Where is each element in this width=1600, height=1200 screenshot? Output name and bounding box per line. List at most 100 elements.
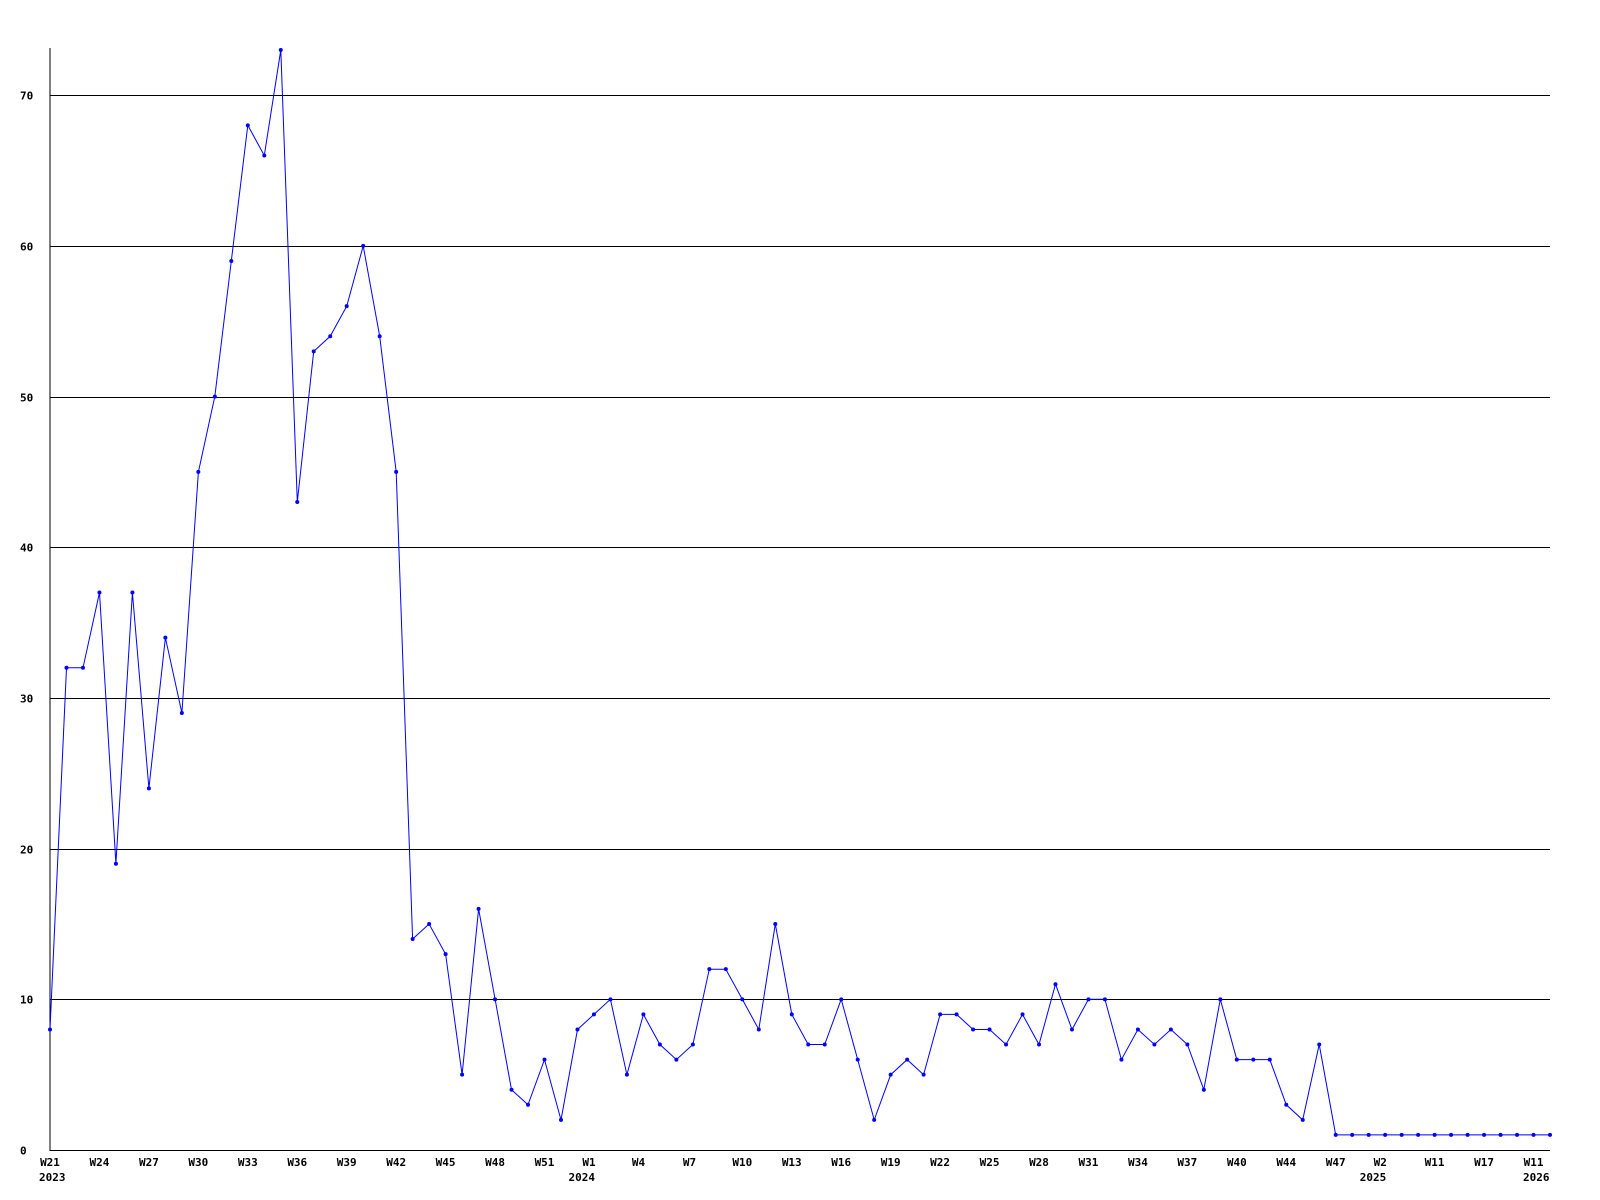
x-tick-label: W44 [1276,1156,1296,1169]
data-point [245,123,250,128]
x-tick-label: W11 [1524,1156,1544,1169]
data-point [575,1027,580,1032]
data-point [591,1012,596,1017]
x-tick-label: W11 [1425,1156,1445,1169]
data-point [1004,1042,1009,1047]
data-point [328,334,333,339]
x-tick-label: W51 [535,1156,555,1169]
x-tick-label: W1 [582,1156,596,1169]
data-point [971,1027,976,1032]
data-point [64,665,69,670]
data-point [1086,997,1091,1002]
data-point [1168,1027,1173,1032]
data-point [229,258,234,263]
data-point [278,48,283,52]
data-point [558,1117,563,1122]
data-point [394,469,399,474]
data-point [855,1057,860,1062]
series-line [49,49,1550,1136]
data-point [1350,1132,1355,1137]
x-tick-label: W39 [337,1156,357,1169]
x-tick-labels: W21 2023 W24 W27 W30 W33 W36 W39 W42 W45 W48 W51 W1 2… [39,1156,1550,1184]
data-point [1449,1132,1454,1137]
gridlines [50,95,1550,1000]
data-point [690,1042,695,1047]
data-point [1399,1132,1404,1137]
data-point [163,635,168,640]
y-tick-labels: 0 10 20 30 40 50 60 70 [20,90,33,1158]
x-tick-label: W22 [930,1156,950,1169]
data-point [1119,1057,1124,1062]
data-point [674,1057,679,1062]
x-tick-label: W7 [683,1156,696,1169]
x-tick-label: W36 [287,1156,307,1169]
data-point [723,967,728,972]
data-point [1185,1042,1190,1047]
data-point [1267,1057,1272,1062]
x-year-label: 2024 [569,1171,596,1184]
data-point [822,1042,827,1047]
x-tick-label: W19 [881,1156,901,1169]
y-tick-label: 0 [20,1145,27,1158]
data-point [740,997,745,1002]
data-point [526,1102,531,1107]
data-point [905,1057,910,1062]
x-tick-label: W45 [436,1156,456,1169]
data-point [212,394,217,399]
data-point [542,1057,547,1062]
data-point [1465,1132,1470,1137]
x-tick-label: W48 [485,1156,505,1169]
x-tick-label: W30 [188,1156,208,1169]
data-point [1317,1042,1322,1047]
data-point [1333,1132,1338,1137]
data-point [1531,1132,1536,1137]
x-tick-label: W4 [632,1156,646,1169]
data-point [1135,1027,1140,1032]
data-point [460,1072,465,1077]
y-tick-label: 20 [20,844,33,857]
data-point [113,861,118,866]
data-point [97,590,102,595]
data-point [608,997,613,1002]
x-tick-label: W10 [732,1156,752,1169]
x-year-label: 2023 [39,1171,66,1184]
data-point [443,952,448,957]
data-point [509,1087,514,1092]
data-point [756,1027,761,1032]
y-tick-label: 50 [20,392,33,405]
data-point [179,711,184,716]
data-point [938,1012,943,1017]
x-tick-label: W21 [40,1156,60,1169]
x-year-label: 2025 [1360,1171,1387,1184]
data-point [1020,1012,1025,1017]
data-point [987,1027,992,1032]
data-point [493,997,498,1002]
data-point [1416,1132,1421,1137]
data-point [1102,997,1107,1002]
data-point [707,967,712,972]
data-point [641,1012,646,1017]
x-tick-label: W13 [782,1156,802,1169]
x-year-label: 2026 [1523,1171,1550,1184]
data-point [295,500,300,505]
x-tick-label: W16 [831,1156,851,1169]
data-point [80,665,85,670]
y-tick-label: 40 [20,542,33,555]
x-tick-label: W27 [139,1156,159,1169]
data-point [1218,997,1223,1002]
x-tick-label: W24 [90,1156,110,1169]
x-tick-label: W37 [1177,1156,1197,1169]
x-tick-label: W33 [238,1156,258,1169]
data-point [657,1042,662,1047]
data-point [1300,1117,1305,1122]
x-tick-label: W47 [1326,1156,1346,1169]
x-tick-label: W17 [1474,1156,1494,1169]
x-tick-label: W28 [1029,1156,1049,1169]
data-point [1515,1132,1520,1137]
data-point [344,304,349,309]
data-point [1432,1132,1437,1137]
x-tick-label: W2 [1374,1156,1387,1169]
data-point [130,590,135,595]
data-point [1053,982,1058,987]
